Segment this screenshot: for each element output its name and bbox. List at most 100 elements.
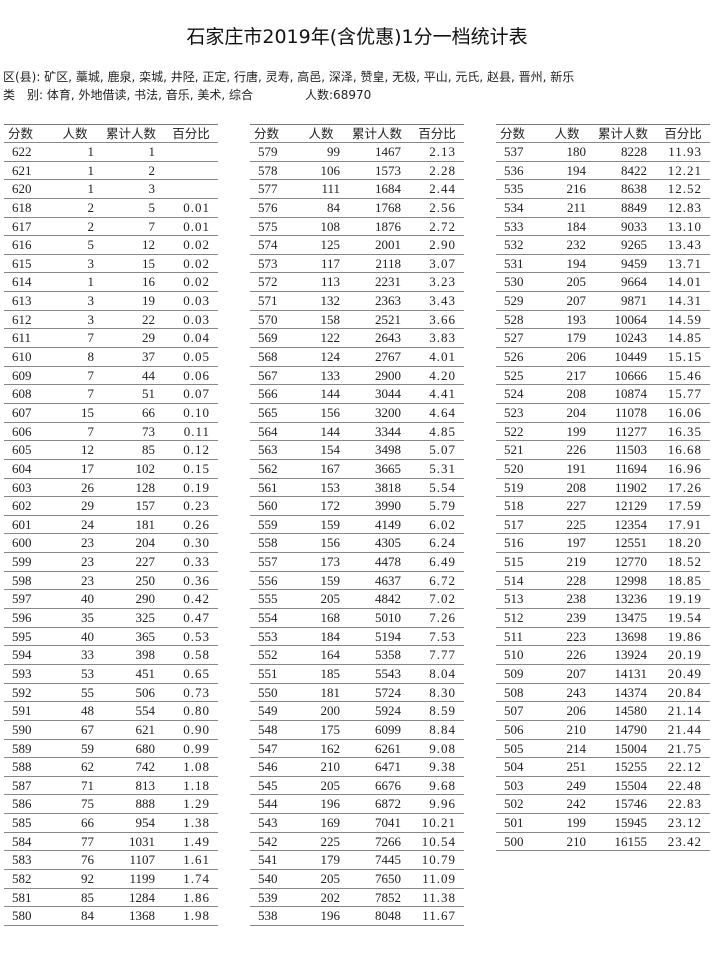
cumulative-cell: 37 <box>142 349 155 365</box>
score-cell: 584 <box>12 833 32 849</box>
cumulative-cell: 15004 <box>614 740 648 756</box>
count-cell: 35 <box>81 610 94 626</box>
count-cell: 15 <box>81 404 94 420</box>
cumulative-cell: 3818 <box>375 479 401 495</box>
score-cell: 585 <box>12 815 32 831</box>
score-cell: 599 <box>12 554 32 570</box>
count-cell: 251 <box>566 759 587 775</box>
cumulative-cell: 44 <box>142 367 155 383</box>
table-row: 565 156 3200 4.64 <box>250 404 464 423</box>
percent-cell: 10.54 <box>421 833 456 849</box>
count-cell: 173 <box>320 554 341 570</box>
cumulative-cell: 10449 <box>614 349 648 365</box>
score-cell: 547 <box>258 740 278 756</box>
count-cell: 24 <box>81 516 94 532</box>
score-cell: 507 <box>504 703 524 719</box>
table-row: 585 66 954 1.38 <box>4 814 218 833</box>
table-row: 579 99 1467 2.13 <box>250 143 464 162</box>
score-cell: 590 <box>12 721 32 737</box>
score-cell: 621 <box>12 162 32 178</box>
count-cell: 232 <box>566 237 587 253</box>
cumulative-cell: 9033 <box>621 218 647 234</box>
count-cell: 223 <box>566 628 587 644</box>
table-row: 533 184 9033 13.10 <box>496 218 710 237</box>
table-row: 559 159 4149 6.02 <box>250 516 464 535</box>
table-row: 554 168 5010 7.26 <box>250 609 464 628</box>
score-cell: 570 <box>258 311 278 327</box>
cumulative-cell: 6676 <box>375 777 401 793</box>
count-cell: 124 <box>320 349 341 365</box>
cumulative-cell: 102 <box>135 460 156 476</box>
percent-cell: 0.01 <box>183 199 210 215</box>
count-cell: 219 <box>566 554 587 570</box>
count-cell: 59 <box>81 740 94 756</box>
count-cell: 184 <box>320 628 341 644</box>
score-cell: 517 <box>504 516 524 532</box>
percent-cell: 8.59 <box>429 703 456 719</box>
cumulative-cell: 12129 <box>614 498 648 514</box>
cumulative-cell: 13698 <box>614 628 648 644</box>
count-cell: 106 <box>320 162 341 178</box>
count-cell: 175 <box>320 721 341 737</box>
cumulative-cell: 3344 <box>375 423 401 439</box>
table-row: 545 205 6676 9.68 <box>250 777 464 796</box>
score-cell: 523 <box>504 404 524 420</box>
count-cell: 7 <box>87 386 95 402</box>
table-header: 分数 人数 累计人数 百分比 <box>4 125 218 143</box>
cumulative-cell: 1107 <box>129 852 155 868</box>
table-row: 596 35 325 0.47 <box>4 609 218 628</box>
cumulative-cell: 12551 <box>614 535 648 551</box>
score-cell: 518 <box>504 498 524 514</box>
percent-cell: 8.04 <box>429 665 456 681</box>
percent-cell: 16.06 <box>667 404 702 420</box>
percent-cell: 5.54 <box>429 479 456 495</box>
table-row: 581 85 1284 1.86 <box>4 889 218 908</box>
percent-cell: 0.99 <box>183 740 210 756</box>
count-cell: 23 <box>81 535 94 551</box>
percent-cell: 9.38 <box>429 759 456 775</box>
cumulative-cell: 813 <box>135 777 156 793</box>
count-cell: 40 <box>81 628 94 644</box>
count-cell: 7 <box>87 367 95 383</box>
percent-cell: 1.61 <box>183 852 210 868</box>
percent-cell: 0.06 <box>183 367 210 383</box>
score-cell: 552 <box>258 647 278 663</box>
count-cell: 99 <box>327 144 340 159</box>
score-cell: 510 <box>504 647 524 663</box>
score-cell: 611 <box>12 330 32 346</box>
count-cell: 2 <box>87 218 95 234</box>
table-row: 526 206 10449 15.15 <box>496 348 710 367</box>
cumulative-cell: 8849 <box>621 199 647 215</box>
count-cell: 210 <box>566 721 587 737</box>
table-row: 504 251 15255 22.12 <box>496 758 710 777</box>
table-row: 522 199 11277 16.35 <box>496 423 710 442</box>
count-cell: 169 <box>320 815 341 831</box>
percent-cell: 4.64 <box>429 404 456 420</box>
count-cell: 7 <box>87 330 95 346</box>
table-row: 512 239 13475 19.54 <box>496 609 710 628</box>
count-cell: 3 <box>87 255 95 271</box>
table-row: 515 219 12770 18.52 <box>496 553 710 572</box>
count-cell: 84 <box>327 199 340 215</box>
percent-cell: 19.19 <box>667 591 702 607</box>
count-cell: 249 <box>566 777 587 793</box>
cumulative-cell: 11503 <box>614 442 647 458</box>
count-cell: 158 <box>320 311 341 327</box>
table-row: 583 76 1107 1.61 <box>4 851 218 870</box>
percent-cell: 15.77 <box>667 386 702 402</box>
score-cell: 614 <box>12 274 32 290</box>
count-cell: 76 <box>81 852 94 868</box>
table-row: 528 193 10064 14.59 <box>496 311 710 330</box>
table-row: 560 172 3990 5.79 <box>250 497 464 516</box>
percent-cell: 0.15 <box>183 460 210 476</box>
percent-cell: 16.68 <box>667 442 702 458</box>
count-cell: 1 <box>87 144 95 159</box>
count-cell: 113 <box>320 274 340 290</box>
count-cell: 159 <box>320 572 341 588</box>
score-cell: 575 <box>258 218 278 234</box>
count-cell: 62 <box>81 759 94 775</box>
percent-cell: 0.30 <box>183 535 210 551</box>
column-header: 人数 <box>554 126 580 141</box>
score-cell: 532 <box>504 237 524 253</box>
table-row: 514 228 12998 18.85 <box>496 572 710 591</box>
